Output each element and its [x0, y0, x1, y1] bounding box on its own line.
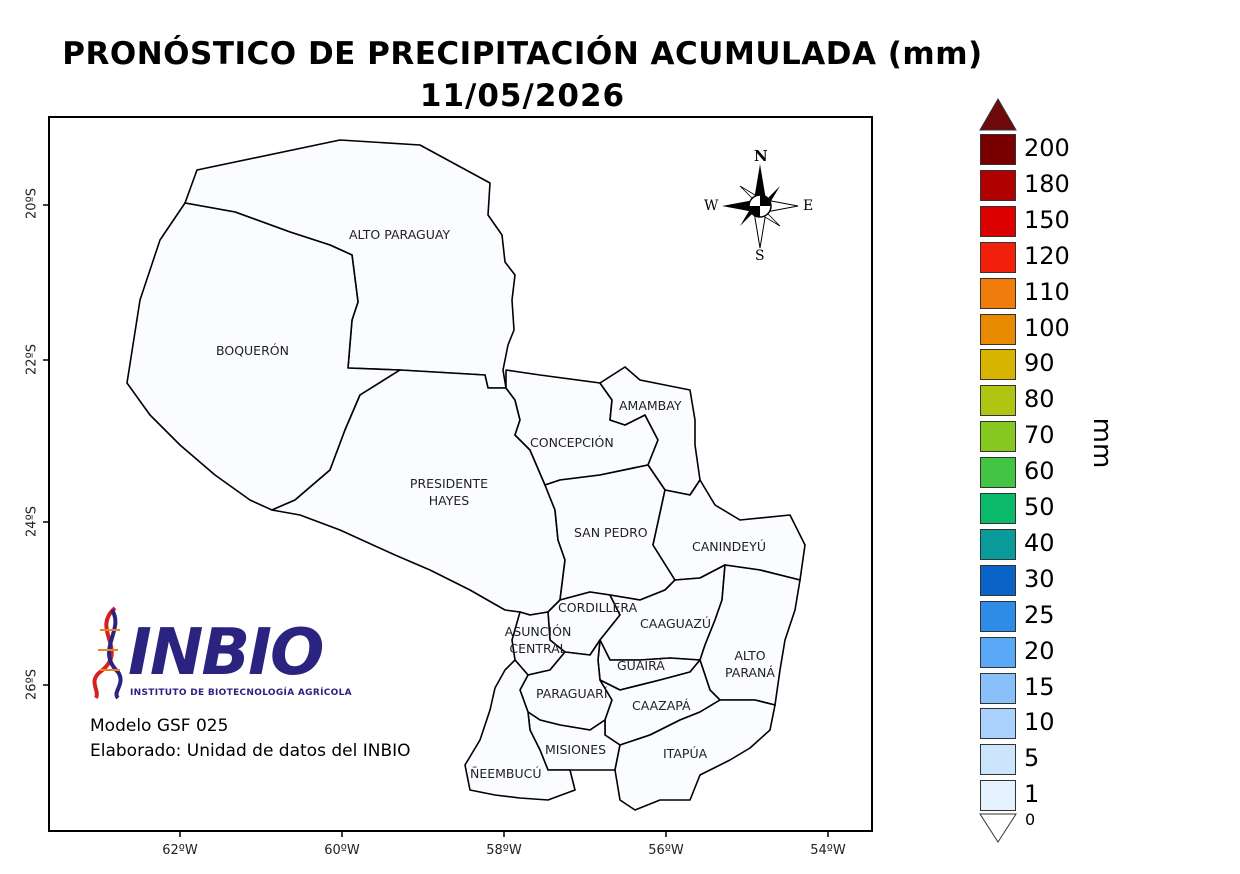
legend-swatch — [980, 457, 1016, 489]
dept-label-guaira: GUAIRÁ — [617, 658, 665, 673]
compass-s: S — [755, 248, 765, 264]
legend-value: 15 — [1024, 672, 1055, 701]
legend-value: 100 — [1024, 313, 1070, 342]
legend-value: 200 — [1024, 134, 1070, 162]
legend-swatch — [980, 169, 1016, 201]
dept-label-caaguazu: CAAGUAZÚ — [640, 616, 712, 631]
compass-n: N — [754, 147, 768, 165]
compass-rose — [722, 164, 799, 249]
legend-value: 50 — [1024, 493, 1055, 521]
lon-label-56: 56ºW — [648, 843, 684, 858]
legend-swatch — [980, 421, 1016, 453]
legend-value: 80 — [1024, 385, 1055, 414]
legend-unit: mm — [1087, 417, 1117, 469]
legend-value: 60 — [1024, 457, 1055, 486]
compass-e: E — [803, 198, 814, 214]
dept-label-concepcion: CONCEPCIÓN — [530, 435, 614, 450]
legend-swatch — [980, 277, 1016, 309]
legend-swatch — [980, 780, 1016, 812]
dept-label-amambay: AMAMBAY — [619, 398, 682, 413]
dept-label-san-pedro: SAN PEDRO — [574, 525, 648, 540]
dept-label-presidente-hayes: PRESIDENTE HAYES — [409, 476, 489, 508]
map-date: 11/05/2026 — [419, 78, 626, 114]
lon-label-62: 62ºW — [162, 843, 198, 858]
legend-value: 5 — [1024, 744, 1040, 773]
region-neembuco — [464, 659, 576, 801]
lon-label-60: 60ºW — [324, 843, 360, 858]
dept-label-misiones: MISIONES — [545, 742, 607, 757]
lat-label-26: 26ºS — [24, 669, 40, 700]
map-title: PRONÓSTICO DE PRECIPITACIÓN ACUMULADA (m… — [62, 36, 983, 72]
legend-value: 90 — [1024, 349, 1055, 378]
region-itapua — [614, 699, 776, 811]
dept-label-neembucu: ÑEEMBUCÚ — [470, 766, 542, 781]
legend-swatch — [980, 744, 1016, 776]
legend-value: 150 — [1024, 205, 1070, 234]
legend-swatch — [980, 528, 1016, 560]
legend-swatch — [980, 385, 1016, 417]
dept-label-alto-parana: ALTO PARANÁ — [725, 648, 775, 680]
legend-value: 10 — [1024, 708, 1055, 737]
legend-swatch — [980, 241, 1016, 273]
lat-label-20: 20ºS — [24, 188, 40, 219]
lon-label-58: 58ºW — [486, 843, 522, 858]
lon-label-54: 54ºW — [810, 843, 846, 858]
legend-swatch — [980, 205, 1016, 237]
legend-top-arrow — [979, 98, 1017, 131]
compass-w: W — [704, 198, 719, 214]
dept-label-central: ASUNCIÓN CENTRAL — [504, 624, 572, 656]
dept-label-paraguari: PARAGUARÍ — [536, 686, 608, 701]
made-by-info: Elaborado: Unidad de datos del INBIO — [90, 741, 411, 761]
legend-value: 30 — [1024, 564, 1055, 593]
model-info: Modelo GSF 025 — [90, 716, 229, 736]
legend-value: 110 — [1024, 277, 1070, 306]
legend-swatch — [980, 600, 1016, 632]
dept-label-canindeyu: CANINDEYÚ — [692, 539, 766, 554]
dept-label-caazapa: CAAZAPÁ — [632, 698, 691, 713]
lat-label-22: 22ºS — [24, 344, 40, 375]
inbio-logo-mark — [92, 606, 123, 700]
paraguay-map — [126, 139, 806, 811]
legend-swatch — [980, 636, 1016, 668]
lat-label-24: 24ºS — [24, 506, 40, 537]
legend-bottom-arrow — [979, 813, 1017, 843]
dept-label-itapua: ITAPÚA — [663, 746, 708, 761]
legend-swatch — [980, 349, 1016, 381]
dept-label-alto-paraguay: ALTO PARAGUAY — [349, 227, 451, 242]
legend-value: 1 — [1024, 780, 1040, 809]
legend-zero-value: 0 — [1025, 810, 1036, 829]
legend-value: 25 — [1024, 600, 1055, 629]
legend-value: 70 — [1024, 421, 1055, 450]
legend-swatch — [980, 708, 1016, 740]
legend-swatch — [980, 313, 1016, 345]
legend-value: 20 — [1024, 636, 1055, 665]
legend-value: 120 — [1024, 241, 1070, 270]
legend-value: 180 — [1024, 169, 1070, 198]
legend-swatch — [980, 493, 1016, 524]
dept-label-boqueron: BOQUERÓN — [216, 343, 289, 358]
legend-value: 40 — [1024, 528, 1055, 557]
inbio-logo-subtitle: INSTITUTO DE BIOTECNOLOGÍA AGRÍCOLA — [130, 688, 352, 698]
axis-ticks — [43, 204, 829, 837]
inbio-logo-text: INBIO — [128, 616, 324, 690]
legend-swatch — [980, 672, 1016, 704]
legend-swatch — [980, 564, 1016, 596]
legend-swatch — [980, 134, 1016, 165]
dept-label-cordillera: CORDILLERA — [558, 600, 638, 615]
